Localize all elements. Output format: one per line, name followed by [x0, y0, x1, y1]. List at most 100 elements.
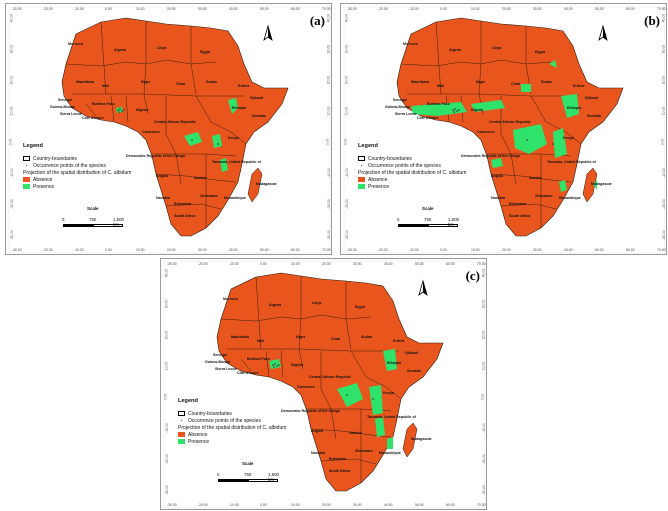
map-panel-a: (a) -30.00 -20.00 -10.00 0.00 10.00 20.00 30.0… — [5, 3, 332, 255]
country-label: Central African Republic — [489, 120, 531, 124]
country-label: Somalia — [252, 114, 266, 118]
country-label: Mali — [257, 339, 264, 343]
presence-swatch — [358, 184, 365, 189]
country-label: Algeria — [114, 48, 127, 52]
country-label: Ethiopia — [567, 106, 582, 110]
country-label: Kenya — [383, 391, 394, 395]
x-tick-label: 50.00 — [415, 503, 424, 507]
country-label: Côte d'Ivoire — [417, 116, 439, 120]
y-tick-label: 10.00 — [9, 106, 14, 116]
presence-area — [184, 132, 202, 146]
occurrence-point-icon — [23, 164, 30, 167]
x-tick-label: -10.00 — [409, 248, 419, 252]
country-label: Ethiopia — [232, 106, 247, 110]
country-label: Djibouti — [585, 96, 599, 100]
country-label: Madagascar — [256, 182, 277, 186]
y-tick-label: 40.00 — [661, 13, 666, 23]
country-label: Angola — [491, 174, 504, 178]
country-label: Zambia — [194, 176, 207, 180]
country-label: Nigeria — [136, 108, 149, 112]
x-tick-label: 60.00 — [291, 7, 300, 11]
occurrence-point — [458, 109, 460, 111]
y-tick-label: 0.00 — [480, 393, 485, 401]
panel-label: (a) — [309, 13, 325, 28]
scale-title: Scale — [422, 206, 434, 211]
country-label: Mozambique — [379, 451, 401, 455]
x-tick-label: -20.00 — [378, 7, 388, 11]
country-label: South Africa — [174, 214, 196, 218]
country-label: Cameroon — [297, 385, 315, 389]
absence-swatch — [358, 177, 365, 182]
country-label: Algeria — [269, 303, 282, 307]
y-tick-label: 20.00 — [326, 75, 331, 85]
panel-label: (b) — [644, 13, 660, 28]
x-tick-label: 0.00 — [260, 262, 267, 266]
legend-title: Legend — [358, 143, 378, 149]
country-label: Sudan — [206, 80, 217, 84]
presence-area — [559, 180, 567, 192]
y-tick-label: -30.00 — [164, 485, 169, 495]
country-label: Mozambique — [559, 196, 581, 200]
occurrence-point-icon — [358, 164, 365, 167]
y-tick-label: 10.00 — [164, 361, 169, 371]
presence-area — [228, 98, 238, 114]
occurrence-point — [526, 139, 528, 141]
country-label: Djibouti — [405, 351, 419, 355]
x-tick-label: -30.00 — [12, 248, 22, 252]
legend-projection-label: Projection of the spatial distribution o… — [178, 424, 287, 431]
legend-absence-label: Absence — [368, 176, 388, 183]
x-tick-label: 30.00 — [198, 7, 207, 11]
legend-row-projection: Projection of the spatial distribution o… — [358, 169, 466, 176]
country-label: Madagascar — [591, 182, 612, 186]
country-label: Morocco — [403, 42, 418, 46]
presence-area — [387, 437, 393, 449]
absence-swatch — [23, 177, 30, 182]
occurrence-point — [121, 110, 123, 112]
y-tick-label: -10.00 — [344, 168, 349, 178]
y-tick-label: 30.00 — [661, 44, 666, 54]
y-tick-label: 30.00 — [9, 44, 14, 54]
graticule — [163, 261, 486, 509]
legend-row-presence: Presence — [23, 183, 131, 190]
country-label: Burkina Faso — [92, 102, 115, 106]
y-tick-label: -10.00 — [481, 423, 486, 433]
legend-row-projection: Projection of the spatial distribution o… — [23, 169, 131, 176]
x-tick-label: 50.00 — [595, 7, 604, 11]
presence-area — [513, 124, 547, 154]
x-tick-label: 10.00 — [291, 262, 300, 266]
y-tick-label: -10.00 — [164, 423, 169, 433]
legend-row-occurrence: Occurrence points of the species — [358, 162, 466, 169]
x-tick-label: 70.00 — [477, 503, 486, 507]
legend: Legend Country-boundaries Occurrence poi… — [178, 398, 286, 445]
x-tick-label: 0.00 — [440, 248, 447, 252]
y-tick-label: 0.00 — [660, 138, 665, 146]
legend-title: Legend — [178, 398, 198, 404]
country-label: Somalia — [587, 114, 601, 118]
occurrence-points — [272, 363, 374, 400]
x-tick-label: 20.00 — [502, 7, 511, 11]
presence-area — [337, 383, 363, 407]
occurrence-point — [117, 109, 119, 111]
country-label: Egypt — [355, 305, 365, 309]
map-panel-c: (c) -30.00 -20.00 -10.00 0.00 10.00 20.00 30.0… — [160, 258, 487, 510]
occurrence-point — [552, 143, 554, 145]
legend-row-boundaries: Country-boundaries — [178, 410, 286, 417]
country-label: Cameroon — [477, 130, 495, 134]
country-label: Ethiopia — [387, 361, 402, 365]
country-label: Burkina Faso — [427, 102, 450, 106]
x-tick-label: 30.00 — [533, 7, 542, 11]
x-tick-label: 20.00 — [167, 248, 176, 252]
country-label: Tanzania, United Republic of — [367, 415, 416, 419]
country-label: Senegal — [393, 98, 407, 102]
occurrence-point — [217, 143, 219, 145]
country-label: Guinea-Bissau — [205, 360, 231, 364]
x-tick-label: 40.00 — [384, 503, 393, 507]
x-tick-label: 10.00 — [291, 503, 300, 507]
x-tick-label: 0.00 — [260, 503, 267, 507]
country-label: Namibia — [311, 451, 325, 455]
country-label: Madagascar — [411, 437, 432, 441]
country-label: Kenya — [563, 136, 574, 140]
country-label: Libya — [312, 301, 322, 305]
occurrence-point — [273, 366, 275, 368]
x-tick-label: 40.00 — [564, 248, 573, 252]
